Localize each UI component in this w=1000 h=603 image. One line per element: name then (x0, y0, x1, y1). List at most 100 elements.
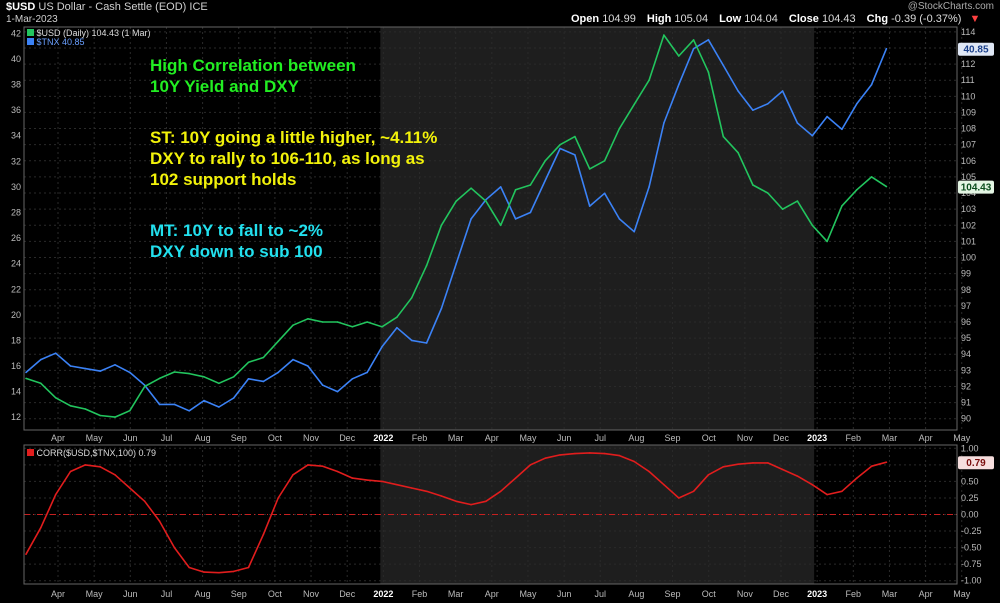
y-right-tick-label: 112 (961, 59, 975, 69)
corr-series-line-point (455, 500, 458, 503)
tnx-series-line-point (544, 179, 546, 182)
corr-series-line-point (811, 483, 814, 486)
corr-series-line-point (618, 454, 621, 457)
corr-series-line-point (767, 462, 769, 464)
usd-series-line-point (425, 264, 428, 267)
corr-series-line-point (69, 470, 72, 473)
tnx-series-line-point (559, 147, 561, 150)
tnx-series-line-point (40, 358, 42, 361)
x-tick-label-lower: Apr (51, 589, 65, 599)
usd-series-line-point (218, 382, 220, 385)
corr-series-line-point (648, 470, 650, 473)
legend-tnx-swatch (27, 38, 34, 45)
title-line: $USD US Dollar - Cash Settle (EOD) ICE (6, 1, 208, 13)
x-tick-label: Jul (594, 433, 606, 443)
corr-series-line-point (54, 493, 57, 496)
x-tick-label-lower: Jul (161, 589, 173, 599)
usd-series-line-point (722, 135, 725, 138)
tnx-series-line-point (277, 371, 280, 374)
y-left-tick-label: 20 (11, 310, 21, 320)
corr-series-line-point (158, 520, 161, 522)
legend-usd: $USD (Daily) 104.43 (1 Mar) (27, 28, 151, 38)
x-tick-label: Jul (161, 433, 173, 443)
y-left-tick-label: 30 (11, 182, 21, 192)
corr-series-line-point (40, 526, 42, 529)
usd-series-line-point (752, 184, 754, 186)
open-label: Open (571, 13, 600, 25)
x-tick-label-lower: Oct (702, 589, 717, 599)
usd-series-line-point (99, 414, 101, 417)
y-left-tick-label: 36 (11, 105, 21, 115)
corr-series-line-point (292, 474, 294, 476)
usd-series-line-point (663, 34, 665, 36)
usd-series-line-point (692, 39, 695, 41)
usd-series-line-point (841, 205, 843, 207)
x-tick-label: Dec (339, 433, 356, 443)
usd-series-line-point (381, 326, 383, 328)
ohlc-readout: Open 104.99 High 105.04 Low 104.04 Close… (571, 13, 980, 25)
x-tick-label: Mar (882, 433, 898, 443)
usd-series-line-point (336, 321, 339, 323)
y-right-tick-label: 105 (961, 172, 976, 182)
corr-series-line-point (559, 454, 561, 456)
corr-tick-label: -0.25 (961, 526, 982, 536)
corr-series-line-point (410, 487, 413, 489)
annotation-yellow-line-1: ST: 10Y going a little higher, ~4.11% (150, 128, 438, 147)
x-tick-label: May (519, 433, 537, 443)
y-right-tick-label: 111 (961, 75, 975, 85)
x-tick-label-lower: Feb (846, 589, 862, 599)
x-tick-label: Aug (195, 433, 211, 443)
corr-series-line-point (351, 477, 354, 479)
usd-last-badge-bg (958, 180, 994, 194)
chart-date: 1-Mar-2023 (6, 14, 58, 25)
tnx-series-line-point (707, 39, 710, 41)
y-left-tick-label: 38 (11, 80, 21, 90)
y-left-tick-label: 12 (11, 412, 21, 422)
legend-tnx: $TNX 40.85 (27, 37, 85, 47)
corr-series-line-point (707, 474, 710, 476)
x-tick-label-lower: 2022 (373, 589, 393, 599)
corr-series-line-point (336, 470, 339, 473)
corr-series-line-point (485, 500, 487, 503)
usd-series-line-point (781, 208, 784, 210)
tnx-series-line-point (396, 326, 398, 329)
tnx-series-line-point (514, 218, 517, 220)
tnx-series-line-point (336, 390, 339, 393)
usd-last-badge: 104.43 (961, 183, 992, 194)
corr-series-line-point (114, 474, 116, 476)
shade-2022-upper (380, 27, 815, 430)
y-left-tick-label: 26 (11, 233, 21, 243)
corr-series-line-point (499, 490, 502, 493)
tnx-series-line-point (440, 307, 443, 310)
tnx-series-line-point (84, 367, 87, 370)
usd-series-line-point (158, 377, 161, 380)
chg-label: Chg (866, 13, 889, 25)
x-tick-label-lower: Nov (737, 589, 754, 599)
tnx-series-line-point (321, 384, 324, 387)
usd-series-line-point (678, 55, 680, 57)
x-tick-label-lower: Oct (268, 589, 283, 599)
usd-series-line-point (514, 189, 517, 191)
annotation-medium-term: MT: 10Y to fall to ~2% DXY down to sub 1… (150, 220, 323, 262)
tnx-series-line-point (618, 218, 621, 220)
usd-series-line-point (707, 71, 710, 73)
corr-series-line-point (885, 461, 888, 464)
x-tick-label-lower: Aug (195, 589, 211, 599)
tnx-series-line-point (826, 115, 828, 118)
legend-corr-label: CORR($USD,$TNX,100) 0.79 (36, 448, 157, 458)
chg-value: -0.39 (-0.37%) (891, 13, 962, 25)
y-right-tick-label: 90 (961, 414, 971, 424)
corr-series-line-point (173, 546, 176, 549)
tnx-series-line-point (678, 83, 680, 86)
usd-series-line-point (767, 192, 769, 194)
x-tick-label-lower: Sep (665, 589, 681, 599)
y-right-tick-label: 96 (961, 317, 971, 327)
usd-series-line-point (307, 318, 309, 320)
usd-series-line-point (870, 176, 873, 178)
corr-series-line-point (752, 462, 754, 464)
x-tick-label-lower: Apr (919, 589, 933, 599)
usd-series-line-point (826, 240, 828, 243)
x-tick-label-lower: May (86, 589, 104, 599)
